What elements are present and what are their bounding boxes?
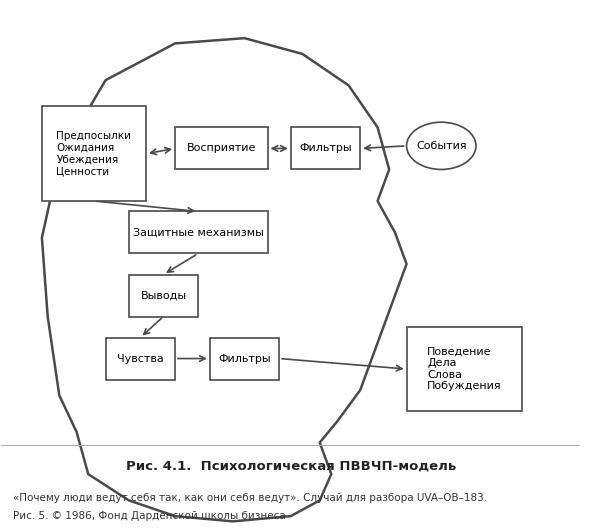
Text: Фильтры: Фильтры [299, 144, 352, 154]
Text: Рис. 4.1.  Психологическая ПВВЧП-модель: Рис. 4.1. Психологическая ПВВЧП-модель [125, 460, 456, 473]
Text: Рис. 5. © 1986, Фонд Дарденской школы бизнеса: Рис. 5. © 1986, Фонд Дарденской школы би… [13, 511, 286, 521]
FancyBboxPatch shape [129, 212, 268, 253]
FancyBboxPatch shape [42, 107, 146, 201]
Text: Чувства: Чувства [117, 354, 164, 364]
Text: «Почему люди ведут себя так, как они себя ведут». Случай для разбора UVA–OB–183.: «Почему люди ведут себя так, как они себ… [13, 493, 487, 503]
FancyBboxPatch shape [129, 275, 198, 316]
Text: Фильтры: Фильтры [218, 354, 271, 364]
Text: Выводы: Выводы [140, 290, 187, 300]
FancyBboxPatch shape [106, 337, 175, 380]
Text: Предпосылки
Ожидания
Убеждения
Ценности: Предпосылки Ожидания Убеждения Ценности [56, 131, 131, 176]
FancyBboxPatch shape [291, 127, 360, 169]
Text: Защитные механизмы: Защитные механизмы [133, 228, 263, 238]
FancyBboxPatch shape [407, 327, 523, 411]
Ellipse shape [407, 122, 476, 169]
Text: События: События [416, 141, 467, 151]
Text: Восприятие: Восприятие [187, 144, 256, 154]
FancyBboxPatch shape [175, 127, 268, 169]
Text: Поведение
Дела
Слова
Побуждения: Поведение Дела Слова Побуждения [427, 346, 502, 391]
FancyBboxPatch shape [210, 337, 279, 380]
